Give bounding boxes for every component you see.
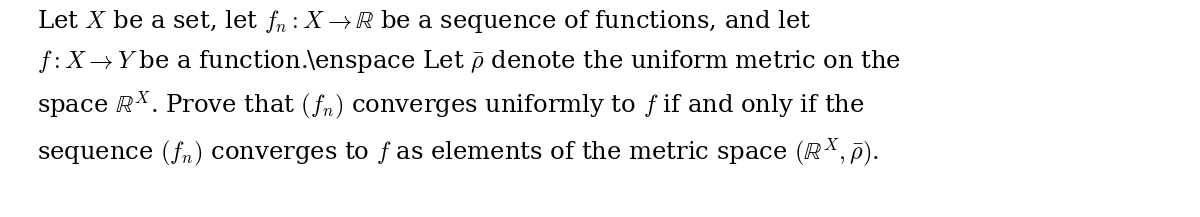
Text: Let $X$ be a set, let $f_n : X \to \mathbb{R}$ be a sequence of functions, and l: Let $X$ be a set, let $f_n : X \to \math… <box>37 8 901 168</box>
